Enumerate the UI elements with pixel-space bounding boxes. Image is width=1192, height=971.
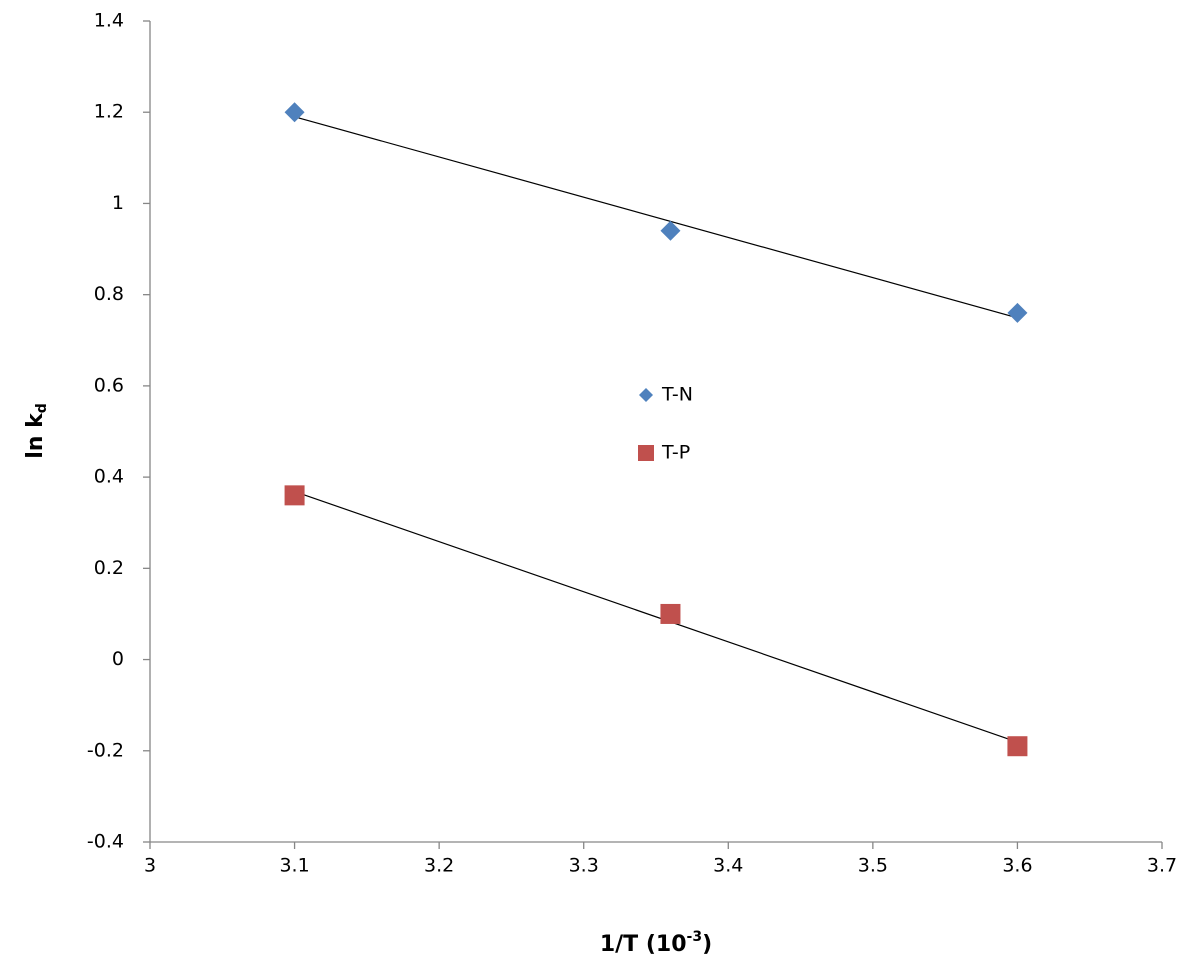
y-label-sub: d bbox=[34, 403, 50, 413]
point bbox=[660, 220, 681, 241]
x-tick-label: 3.1 bbox=[279, 855, 309, 877]
trendline bbox=[294, 490, 1018, 743]
point bbox=[284, 102, 305, 123]
point bbox=[284, 485, 305, 506]
y-tick-label: -0.4 bbox=[87, 831, 124, 853]
x-tick-label: 3.4 bbox=[713, 855, 743, 877]
x-axis-label: 1/T (10-3) bbox=[600, 929, 712, 957]
x-label-main: 1/T (10 bbox=[600, 932, 687, 957]
y-axis-label: ln kd bbox=[23, 403, 50, 459]
x-label-sup: -3 bbox=[687, 929, 703, 945]
x-tick-label: 3 bbox=[144, 855, 156, 877]
y-tick-label: 0.4 bbox=[94, 466, 124, 488]
y-tick-label: -0.2 bbox=[87, 739, 124, 761]
y-tick-label: 1 bbox=[112, 192, 124, 214]
legend-marker bbox=[639, 388, 653, 402]
trendline bbox=[294, 116, 1018, 319]
point bbox=[1007, 302, 1028, 323]
legend-label: T-N bbox=[661, 384, 693, 406]
y-tick-label: 0.2 bbox=[94, 557, 124, 579]
x-tick-label: 3.7 bbox=[1147, 855, 1177, 877]
x-tick-label: 3.6 bbox=[1002, 855, 1032, 877]
legend-marker bbox=[638, 445, 654, 461]
y-tick-label: 0 bbox=[112, 648, 124, 670]
y-tick-label: 0.8 bbox=[94, 283, 124, 305]
x-label-end: ) bbox=[702, 932, 712, 957]
point bbox=[660, 603, 681, 624]
y-label-main: ln k bbox=[23, 412, 48, 459]
x-tick-label: 3.5 bbox=[858, 855, 888, 877]
y-tick-label: 1.2 bbox=[94, 101, 124, 123]
x-tick-label: 3.2 bbox=[424, 855, 454, 877]
x-tick-label: 3.3 bbox=[569, 855, 599, 877]
point bbox=[1007, 736, 1028, 757]
legend-label: T-P bbox=[661, 442, 690, 464]
y-tick-label: 1.4 bbox=[94, 10, 124, 32]
y-tick-label: 0.6 bbox=[94, 374, 124, 396]
